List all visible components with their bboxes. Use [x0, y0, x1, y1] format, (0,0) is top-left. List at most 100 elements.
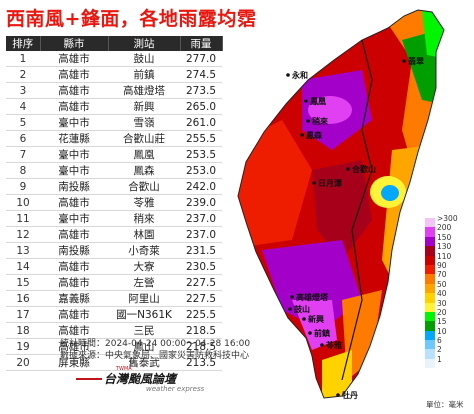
cell-rank: 9: [6, 178, 40, 195]
logo-small-text: TWMA: [116, 366, 132, 372]
cell-rank: 14: [6, 258, 40, 275]
cell-county: 臺中市: [40, 114, 108, 131]
cell-county: 高雄市: [40, 98, 108, 115]
table-row: 6 花蓮縣 合歡山莊 255.5: [6, 130, 222, 147]
header-county: 縣市: [40, 36, 109, 51]
table-row: 8 臺中市 鳳森 253.0: [6, 162, 222, 179]
legend-label: 20: [437, 307, 447, 317]
place-label: 前鎮: [314, 328, 330, 338]
station-marker: [290, 295, 294, 299]
brand-logo: TWMA 台灣颱風論壇 weather express: [76, 366, 212, 398]
station-marker: [288, 307, 292, 311]
legend-item: 15: [425, 317, 473, 331]
cell-county: 高雄市: [40, 226, 108, 243]
legend-item: 40: [425, 289, 473, 303]
cell-county: 高雄市: [40, 274, 108, 291]
legend-swatch: [425, 311, 435, 322]
cell-county: 屏東縣: [40, 354, 108, 371]
station-marker: [300, 133, 304, 137]
header-rank: 排序: [6, 36, 41, 51]
place-label: 日月潭: [318, 178, 342, 188]
place-label: 牡丹: [342, 390, 358, 400]
logo-subtitle: weather express: [146, 385, 205, 393]
place-label: 合歡山: [351, 164, 376, 174]
cell-county: 臺中市: [40, 210, 108, 227]
statistics-time: 統計時間：2024-04-24 00:00～04-28 16:00: [60, 339, 251, 349]
cell-rank: 2: [6, 66, 40, 83]
station-marker: [320, 343, 324, 347]
table-row: 4 高雄市 新興 265.0: [6, 98, 222, 115]
cell-station: 鳳凰: [108, 146, 180, 163]
table-row: 17 高雄市 國一N361K 225.5: [6, 306, 222, 323]
cell-station: 舊泰武: [108, 354, 180, 371]
cell-station: 阿里山: [108, 290, 180, 307]
header-rainfall: 雨量: [180, 36, 223, 51]
cell-rain: 261.0: [180, 114, 222, 131]
cell-rain: 227.5: [180, 290, 222, 307]
legend-label: >300: [437, 214, 458, 223]
station-marker: [312, 181, 316, 185]
footer-info: 統計時間：2024-04-24 00:00～04-28 16:00 數據來源：中…: [60, 338, 250, 362]
cell-rain: 242.0: [180, 178, 222, 195]
cell-rank: 17: [6, 306, 40, 323]
legend-label: 110: [437, 251, 452, 261]
cell-station: 新興: [108, 98, 180, 115]
cell-rain: 239.0: [180, 194, 222, 211]
legend-label: 6: [437, 336, 442, 346]
table-row: 3 高雄市 高雄燈塔 273.5: [6, 82, 222, 99]
table-row: 14 高雄市 大寮 230.5: [6, 258, 222, 275]
table-row: 16 嘉義縣 阿里山 227.5: [6, 290, 222, 307]
cell-station: 林園: [108, 226, 180, 243]
legend-swatch: [425, 227, 435, 237]
place-label: 永和: [291, 70, 308, 80]
legend-label: 150: [437, 232, 452, 242]
page-title: 西南風+鋒面，各地雨露均霑: [6, 8, 257, 30]
cell-county: 花蓮縣: [40, 130, 108, 147]
table-row: 15 高雄市 左營 227.5: [6, 274, 222, 291]
cell-station: 前鎮: [108, 66, 180, 83]
cell-rank: 12: [6, 226, 40, 243]
table-row: 12 高雄市 林園 237.0: [6, 226, 222, 243]
place-label: 稍來: [312, 116, 328, 126]
cell-county: 南投縣: [40, 178, 108, 195]
cell-county: 嘉義縣: [40, 290, 108, 307]
station-markers: [286, 59, 406, 397]
logo-stripe: [76, 378, 102, 380]
legend-swatch: [425, 218, 435, 228]
legend-swatch: [425, 321, 435, 331]
cell-county: 高雄市: [40, 306, 108, 323]
cell-station: 鳳森: [108, 162, 180, 179]
station-marker: [346, 167, 350, 171]
legend-item: 130: [425, 242, 473, 256]
legend-swatch: [425, 293, 435, 303]
table-row: 20 屏東縣 舊泰武 213.5: [6, 354, 222, 371]
table-row: 10 高雄市 苓雅 239.0: [6, 194, 222, 211]
legend-item: 1: [425, 355, 473, 369]
cell-rank: 7: [6, 146, 40, 163]
station-marker: [306, 119, 310, 123]
legend-item: 200: [425, 223, 473, 237]
table-body: 1 高雄市 鼓山 277.0 2 高雄市 前鎮 274.5 3 高雄市 高雄燈塔 273.5 4 高雄市新…: [6, 51, 222, 371]
place-label: 高雄燈塔: [296, 292, 329, 302]
legend-swatch: [425, 302, 435, 312]
cell-county: 高雄市: [40, 194, 108, 211]
cell-county: 高雄市: [40, 338, 108, 355]
cell-station: 合歡山莊: [108, 130, 180, 147]
cell-rain: 255.5: [180, 130, 222, 147]
cell-station: 鳳山: [108, 338, 180, 355]
cell-rank: 18: [6, 322, 40, 339]
cell-rain: 273.5: [180, 82, 222, 99]
cell-rank: 10: [6, 194, 40, 211]
cell-rank: 4: [6, 98, 40, 115]
place-label: 新興: [308, 314, 324, 324]
legend-label: 70: [437, 270, 447, 280]
table-row: 18 高雄市 三民 218.5: [6, 322, 222, 339]
cell-rain: 274.5: [180, 66, 222, 83]
legend-swatch: [425, 330, 435, 341]
legend-label: 50: [437, 279, 447, 289]
station-marker: [286, 73, 290, 77]
cell-rain: 265.0: [180, 98, 222, 115]
cell-station: 國一N361K: [108, 306, 180, 323]
